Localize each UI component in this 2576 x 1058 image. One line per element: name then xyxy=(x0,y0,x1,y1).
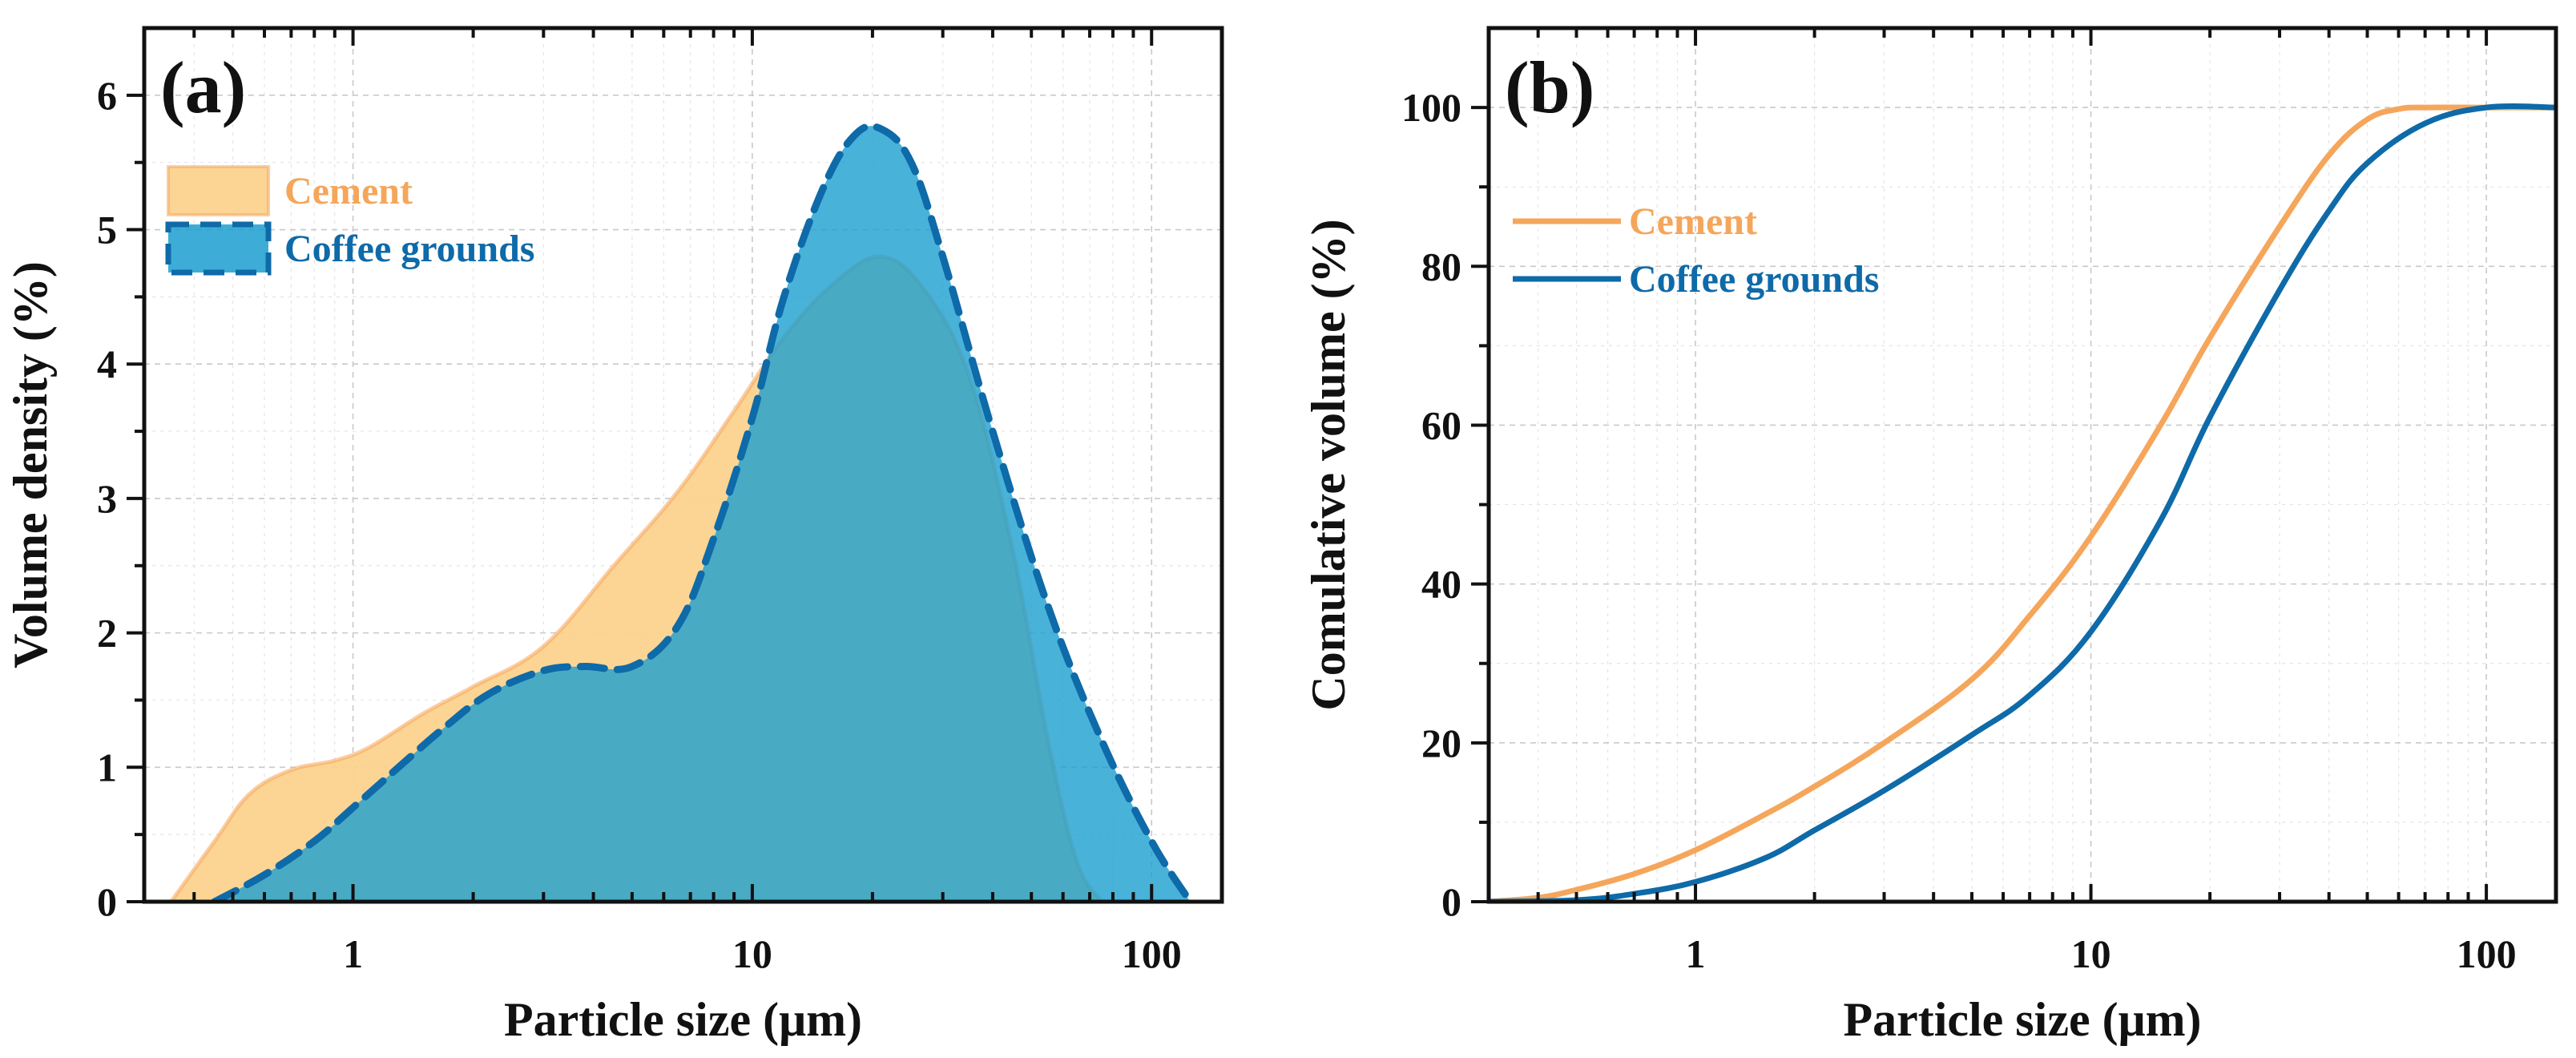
y-tick-label: 2 xyxy=(97,611,117,656)
panel-a: 1 10 100 0 1 2 3 4 5 6 Particle size (μm) Volume de… xyxy=(4,26,1224,1046)
y-tick-label: 6 xyxy=(97,73,117,118)
series-coffee-grounds-line xyxy=(1489,103,2556,902)
legend-label-cement: Cement xyxy=(1629,200,1757,243)
y-tick-label: 4 xyxy=(97,341,117,386)
plot-frame xyxy=(1486,26,2558,904)
legend-label-cement: Cement xyxy=(284,170,413,212)
y-tick-label: 100 xyxy=(1401,85,1461,130)
legend: Cement Coffee grounds xyxy=(165,165,534,276)
series-cement-line xyxy=(1489,104,2556,902)
y-tick-label: 20 xyxy=(1421,721,1461,765)
legend-swatch-coffee-grounds xyxy=(165,221,272,276)
legend-swatch-cement xyxy=(167,165,270,216)
y-tick-label: 80 xyxy=(1421,244,1461,289)
x-axis-title: Particle size (μm) xyxy=(1843,993,2201,1046)
x-axis-title: Particle size (μm) xyxy=(504,993,862,1046)
legend: Cement Coffee grounds xyxy=(1513,200,1879,301)
y-tick-label: 0 xyxy=(1441,879,1461,924)
ticks xyxy=(127,28,1154,903)
x-tick-label: 1 xyxy=(343,931,363,976)
series-coffee-grounds-area xyxy=(214,126,1191,902)
y-axis-title: Volume density (%) xyxy=(4,261,57,668)
ticks xyxy=(1471,28,2489,903)
y-tick-label: 5 xyxy=(97,208,117,252)
y-tick-label: 0 xyxy=(97,879,117,924)
series-coffee-grounds-line xyxy=(211,122,1194,902)
x-tick-label: 100 xyxy=(1122,931,1182,976)
y-tick-label: 60 xyxy=(1421,402,1461,447)
plot-area xyxy=(1489,103,2556,902)
x-tick-label: 10 xyxy=(2071,931,2111,976)
panel-label: (a) xyxy=(160,46,246,128)
legend-label-coffee-grounds: Coffee grounds xyxy=(284,228,534,270)
grid-lines xyxy=(1488,28,2556,902)
plot-area xyxy=(168,122,1194,902)
y-tick-label: 40 xyxy=(1421,562,1461,607)
x-tick-label: 1 xyxy=(1686,931,1706,976)
legend-label-coffee-grounds: Coffee grounds xyxy=(1629,258,1879,301)
plot-frame xyxy=(142,26,1224,904)
y-tick-label: 3 xyxy=(97,476,117,521)
panel-label: (b) xyxy=(1505,46,1594,128)
y-axis-title: Comulative volume (%) xyxy=(1302,219,1355,710)
x-tick-label: 10 xyxy=(732,931,772,976)
x-tick-label: 100 xyxy=(2457,931,2517,976)
panel-b: 1 10 100 0 20 40 60 80 100 Particle size (μm) Comu… xyxy=(1302,26,2558,1046)
y-tick-label: 1 xyxy=(97,745,117,789)
